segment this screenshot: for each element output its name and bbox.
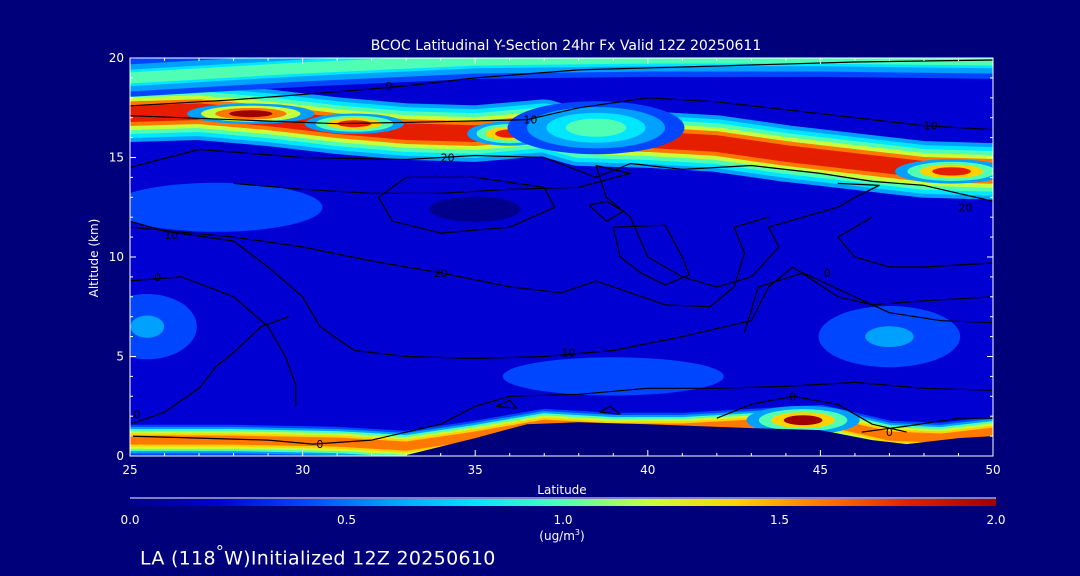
contour-label-12: 10 — [561, 347, 575, 360]
contour-line-10 — [837, 216, 993, 268]
footer-caption: LA (118°W)Initialized 12Z 20250610 — [140, 542, 496, 569]
contour-label-3: 20 — [441, 152, 455, 165]
contour-line-3 — [130, 148, 993, 202]
blob-13-level-3 — [266, 346, 339, 367]
blob-9-level-3 — [852, 216, 892, 239]
contour-line-15 — [130, 316, 290, 425]
contour-line-16 — [130, 381, 993, 445]
y-axis-label: Altitude (km) — [87, 219, 101, 298]
terrain — [402, 422, 993, 456]
contour-line-18 — [861, 417, 993, 433]
contour-label-13: 0 — [154, 271, 161, 284]
contour-label-2: 10 — [924, 120, 938, 133]
y-tick-label-2: 10 — [109, 250, 124, 264]
blob-6-level-3 — [180, 198, 253, 216]
contour-line-5 — [233, 164, 880, 288]
contour-line-7 — [588, 200, 625, 222]
contour-line-0 — [130, 59, 993, 107]
colorbar-tick-label-4: 2.0 — [986, 513, 1005, 527]
x-tick-label-3: 40 — [640, 463, 655, 477]
x-tick-label-4: 45 — [813, 463, 828, 477]
contour-lines — [130, 59, 993, 445]
blob-1-level-3 — [229, 110, 273, 118]
contour-label-16: 0 — [316, 438, 323, 451]
x-tick-label-5: 50 — [985, 463, 1000, 477]
x-axis: 25 30 35 40 45 50 — [122, 58, 1001, 477]
colorbar-tick-label-2: 1.0 — [553, 513, 572, 527]
contour-line-8 — [612, 224, 690, 286]
blob-10-level-3 — [130, 315, 165, 338]
colorbar-ramp — [130, 499, 996, 506]
contour-line-14 — [743, 272, 993, 333]
blob-0-level-3 — [783, 415, 823, 426]
y-tick-label-4: 20 — [109, 51, 124, 65]
y-axis: 0 5 10 15 20 — [109, 51, 993, 463]
colorbar-tick-label-0: 0.0 — [120, 513, 139, 527]
blob-12-level-3 — [565, 368, 662, 385]
blob-8-level-3 — [616, 235, 645, 259]
colorbar: 0.0 0.5 1.0 1.5 2.0 (ug/m3) — [120, 497, 1006, 543]
contour-line-9 — [130, 216, 769, 308]
colorbar-ticks: 0.0 0.5 1.0 1.5 2.0 — [120, 513, 1005, 527]
contour-label-17: 0 — [789, 390, 796, 403]
footer-tail: W)Initialized 12Z 20250610 — [224, 547, 496, 570]
chart-title: BCOC Latitudinal Y-Section 24hr Fx Valid… — [371, 38, 761, 54]
contour-line-17 — [716, 395, 907, 433]
contour-line-19 — [495, 399, 518, 409]
footer-lead: LA (118 — [140, 547, 216, 570]
contour-labels: 0 10 10 20 20 20 10 10 0 0 0 0 0 0 — [133, 80, 972, 451]
blob-7-level-3 — [447, 201, 504, 217]
contour-label-0: 0 — [385, 80, 392, 93]
footer-degree: ° — [215, 542, 225, 561]
x-axis-label: Latitude — [537, 483, 586, 497]
x-tick-label-0: 25 — [122, 463, 137, 477]
contour-label-9: 20 — [434, 267, 448, 280]
contour-line-6 — [377, 176, 556, 234]
colorbar-units: (ug/m3) — [539, 528, 584, 543]
blob-4-level-3 — [932, 167, 971, 176]
contour-line-20 — [599, 405, 621, 415]
colorbar-tick-label-3: 1.5 — [770, 513, 789, 527]
x-tick-label-1: 30 — [295, 463, 310, 477]
contour-line-1 — [130, 97, 993, 131]
blob-5-level-3 — [565, 118, 627, 137]
contour-line-11 — [130, 220, 993, 360]
contour-label-15: 0 — [133, 408, 140, 421]
contour-line-13 — [130, 276, 297, 407]
contour-label-4: 20 — [958, 201, 972, 214]
contour-label-1: 10 — [523, 114, 537, 127]
contour-label-18: 0 — [886, 426, 893, 439]
colorbar-tick-label-1: 0.5 — [337, 513, 356, 527]
blob-11-level-3 — [865, 326, 914, 347]
plot-area: 0 10 10 20 20 20 10 10 0 0 0 0 0 0 — [130, 58, 993, 456]
contour-label-14: 0 — [824, 267, 831, 280]
contour-label-11: 10 — [164, 229, 178, 242]
y-tick-label-3: 15 — [109, 151, 124, 165]
x-tick-label-2: 35 — [468, 463, 483, 477]
y-tick-label-0: 0 — [116, 449, 124, 463]
y-tick-label-1: 5 — [116, 350, 124, 364]
